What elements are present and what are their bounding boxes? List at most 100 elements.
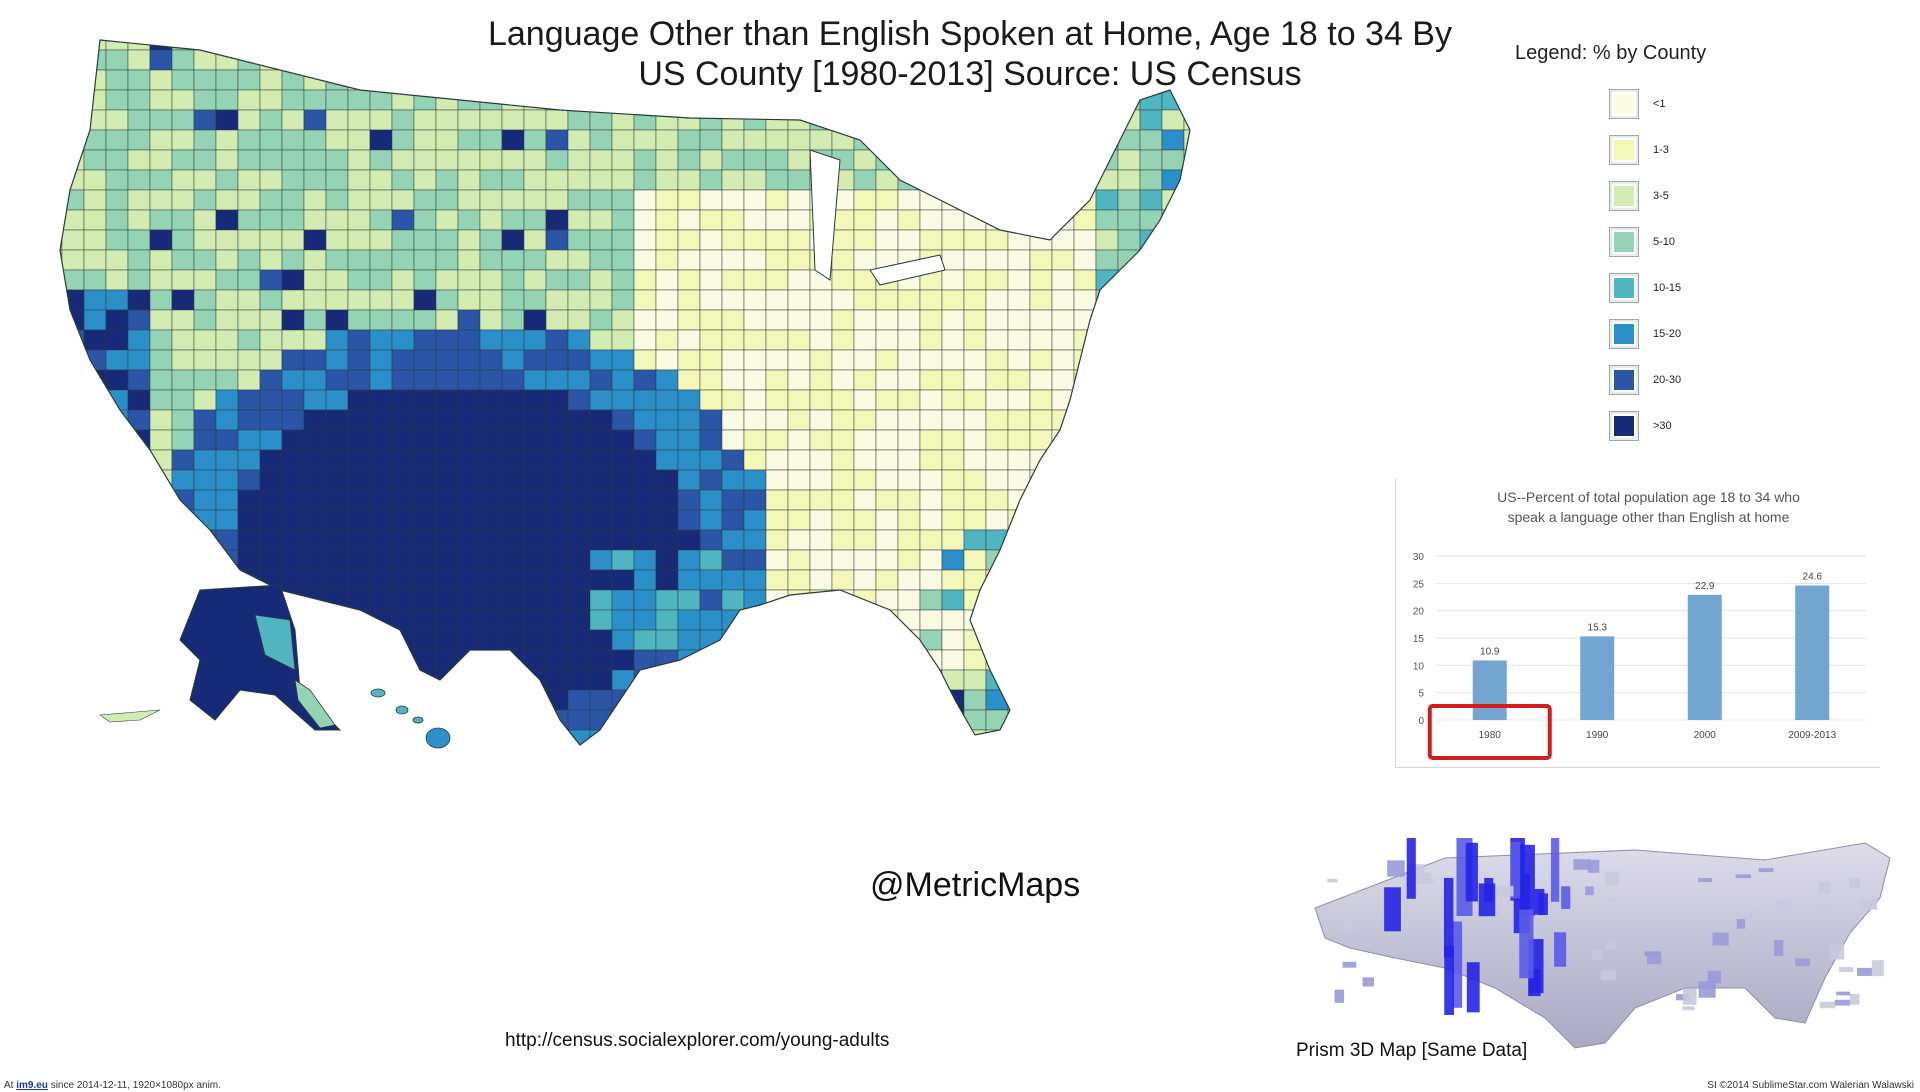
county-cell	[875, 549, 899, 571]
county-cell	[743, 689, 767, 711]
county-cell	[1073, 609, 1097, 631]
county-cell	[61, 389, 85, 411]
county-cell	[545, 289, 569, 311]
county-cell	[1095, 249, 1119, 271]
legend-item: 20-30	[1609, 357, 1755, 403]
county-cell	[83, 429, 107, 451]
county-cell	[699, 40, 723, 51]
county-cell	[347, 69, 371, 91]
county-cell	[1095, 389, 1119, 411]
county-cell	[854, 750, 876, 770]
county-cell	[61, 549, 85, 571]
county-cell	[1161, 709, 1185, 731]
county-cell	[787, 569, 811, 591]
county-cell	[1139, 709, 1163, 731]
county-cell	[590, 750, 612, 770]
county-cell	[545, 169, 569, 191]
county-cell	[1161, 449, 1185, 471]
county-cell	[1073, 509, 1097, 531]
county-cell	[347, 149, 371, 171]
county-cell	[479, 549, 503, 571]
prism-bar	[1604, 945, 1617, 950]
county-cell	[237, 489, 261, 511]
county-cell	[193, 169, 217, 191]
county-cell	[677, 49, 701, 71]
county-cell	[60, 509, 63, 531]
county-cell	[1161, 269, 1185, 291]
county-cell	[238, 750, 260, 770]
county-cell	[655, 509, 679, 531]
county-cell	[1161, 549, 1185, 571]
county-cell	[215, 269, 239, 291]
county-cell	[1007, 169, 1031, 191]
legend: Legend: % by County <1 1-3 3-5 5-10 10-1…	[1515, 42, 1755, 449]
county-cell	[721, 129, 745, 151]
county-cell	[105, 429, 129, 451]
county-cell	[149, 49, 173, 71]
county-cell	[60, 669, 63, 691]
county-cell	[831, 249, 855, 271]
county-cell	[413, 649, 437, 671]
legend-label: 15-20	[1653, 328, 1682, 340]
county-cell	[699, 729, 723, 745]
county-cell	[919, 169, 943, 191]
county-cell	[589, 309, 613, 331]
county-cell	[303, 109, 327, 131]
county-cell	[875, 189, 899, 211]
county-cell	[1029, 489, 1053, 511]
county-cell	[633, 449, 657, 471]
chart-title-line: US--Percent of total population age 18 t…	[1497, 489, 1800, 505]
county-cell	[831, 509, 855, 531]
county-cell	[127, 129, 151, 151]
county-cell	[677, 229, 701, 251]
county-cell	[457, 249, 481, 271]
county-cell	[259, 109, 283, 131]
county-cell	[787, 469, 811, 491]
county-cell	[1139, 189, 1163, 211]
footer-site-link[interactable]: im9.eu	[16, 1080, 48, 1091]
county-cell	[105, 69, 129, 91]
county-cell	[149, 269, 173, 291]
county-cell	[589, 489, 613, 511]
county-cell	[1095, 209, 1119, 231]
source-url-link[interactable]: http://census.socialexplorer.com/young-a…	[505, 1030, 890, 1051]
county-cell	[1117, 509, 1141, 531]
county-cell	[567, 389, 591, 411]
county-cell	[149, 149, 173, 171]
county-cell	[435, 449, 459, 471]
county-cell	[1073, 489, 1097, 511]
county-cell	[413, 389, 437, 411]
county-cell	[875, 669, 899, 691]
prism-bar	[1819, 1001, 1836, 1009]
county-cell	[875, 589, 899, 611]
county-cell	[1051, 689, 1075, 711]
county-cell	[743, 229, 767, 251]
county-cell	[633, 349, 657, 371]
county-cell	[1139, 689, 1163, 711]
county-cell	[105, 289, 129, 311]
county-cell	[215, 229, 239, 251]
county-cell	[127, 489, 151, 511]
county-cell	[1161, 149, 1185, 171]
county-cell	[611, 469, 635, 491]
county-cell	[127, 189, 151, 211]
county-cell	[897, 229, 921, 251]
county-cell	[457, 569, 481, 591]
county-cell	[83, 729, 107, 745]
county-cell	[853, 49, 877, 71]
county-cell	[171, 309, 195, 331]
county-cell	[985, 509, 1009, 531]
county-cell	[347, 349, 371, 371]
county-cell	[655, 549, 679, 571]
county-cell	[876, 750, 898, 770]
county-cell	[897, 449, 921, 471]
county-cell	[1029, 189, 1053, 211]
county-cell	[589, 629, 613, 651]
county-cell	[567, 469, 591, 491]
county-cell	[149, 509, 173, 531]
county-cell	[193, 409, 217, 431]
county-cell	[963, 389, 987, 411]
county-cell	[963, 249, 987, 271]
prism-bar	[1342, 961, 1357, 968]
county-cell	[963, 89, 987, 111]
